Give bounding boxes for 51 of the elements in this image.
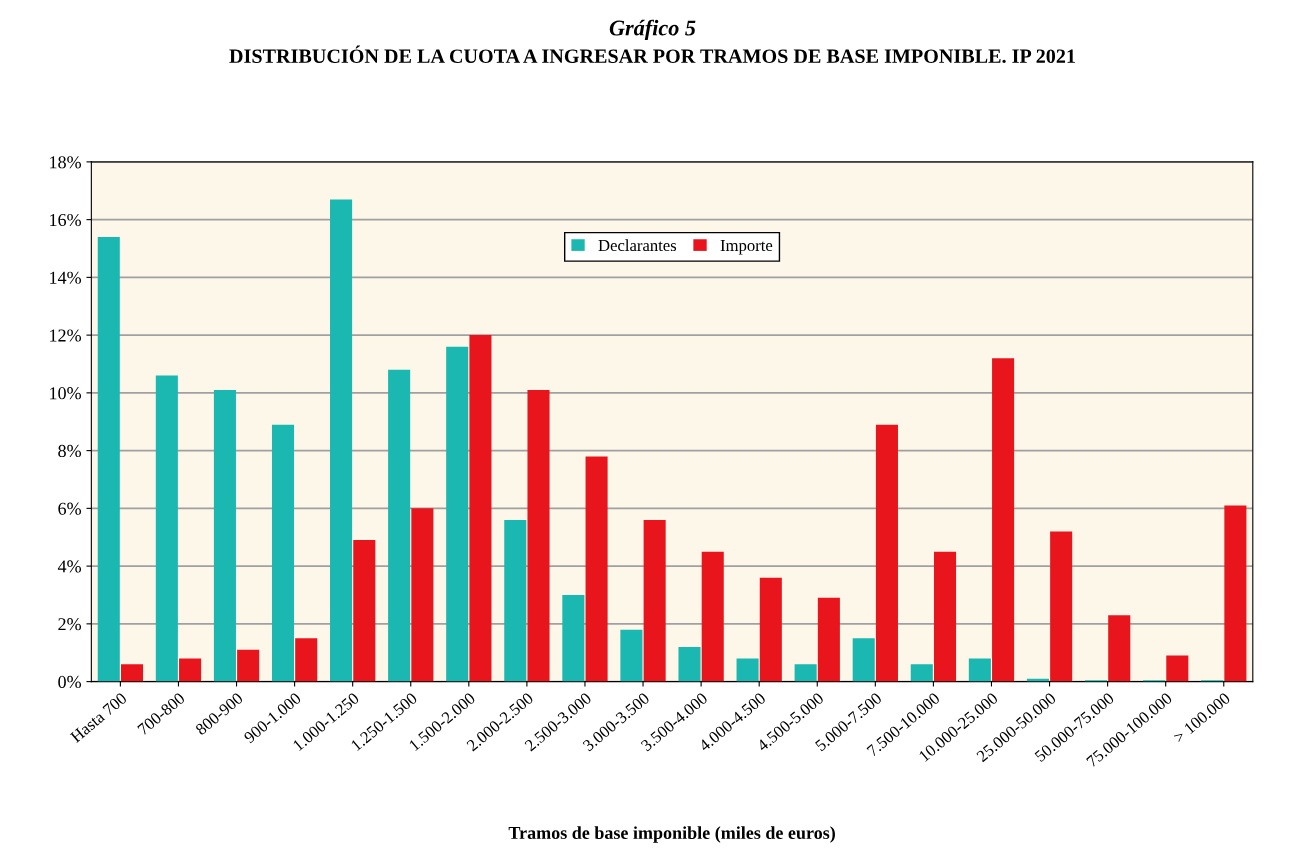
bar <box>875 424 898 682</box>
bar <box>817 597 840 682</box>
bar <box>1108 615 1131 682</box>
bar <box>1224 505 1247 682</box>
bar <box>271 424 295 682</box>
bar <box>759 577 782 682</box>
y-tick-label: 12% <box>50 329 82 342</box>
bar <box>213 389 236 682</box>
bar <box>469 335 492 682</box>
bar <box>585 456 608 682</box>
bar <box>968 658 991 682</box>
bar <box>97 236 120 682</box>
x-axis-title: Tramos de base imponible (miles de euros) <box>508 826 835 843</box>
y-tick-label: 4% <box>57 560 82 573</box>
legend-label: Importe <box>720 240 773 255</box>
bar <box>388 369 411 682</box>
y-tick-label: 14% <box>50 271 82 284</box>
bar <box>411 508 434 682</box>
bar <box>562 594 585 682</box>
bar <box>120 664 144 682</box>
bar <box>295 638 318 682</box>
bar <box>992 358 1015 682</box>
y-tick-label: 10% <box>50 387 82 400</box>
y-tick-label: 18% <box>50 156 82 169</box>
bar <box>852 638 875 682</box>
bar <box>179 658 202 682</box>
bar <box>330 199 353 682</box>
y-tick-label: 16% <box>50 213 82 227</box>
bar <box>701 551 724 682</box>
bar <box>353 540 376 682</box>
chart-title: Gráfico 5 <box>609 19 696 41</box>
y-tick-label: 0% <box>58 675 82 689</box>
bar <box>1050 531 1073 682</box>
bar <box>794 664 817 682</box>
bar <box>237 649 260 682</box>
bar <box>155 375 178 682</box>
y-tick-label: 6% <box>58 502 82 515</box>
bar <box>1166 655 1189 682</box>
bar <box>643 519 666 682</box>
legend-label: Declarantes <box>598 239 677 252</box>
bar <box>446 346 469 682</box>
bar <box>910 664 933 682</box>
bar <box>504 519 527 682</box>
chart-subtitle: DISTRIBUCIÓN DE LA CUOTA A INGRESAR POR TRAMOS DE BASE IMPONIBLE. IP 2021 <box>229 45 1075 64</box>
bar <box>678 646 701 682</box>
y-tick-label: 8% <box>58 444 82 458</box>
bar <box>933 551 957 682</box>
bar <box>736 658 759 682</box>
bar <box>620 629 643 682</box>
bar <box>527 389 550 682</box>
y-tick-label: 2% <box>58 618 82 631</box>
